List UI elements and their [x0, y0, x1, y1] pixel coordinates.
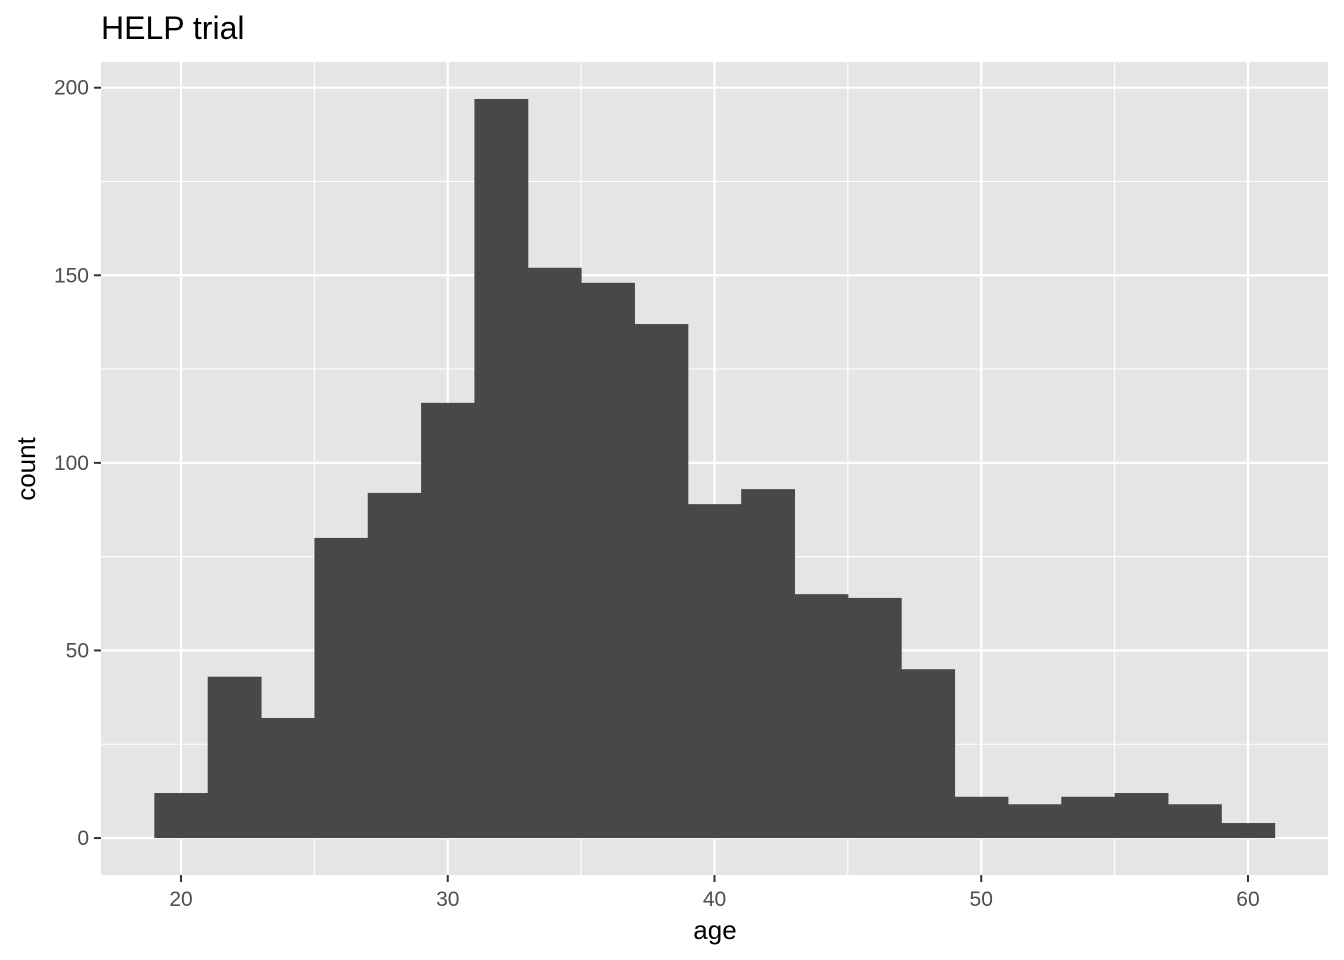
histogram-bar: [1114, 793, 1169, 839]
y-tick-label: 200: [54, 77, 89, 100]
x-tick-label: 50: [970, 888, 993, 911]
histogram-bar: [741, 489, 796, 839]
histogram-bar: [1221, 823, 1276, 839]
x-tick-label: 30: [436, 888, 459, 911]
x-tick-label: 60: [1236, 888, 1259, 911]
histogram-bar: [1167, 804, 1222, 839]
histogram-bar: [954, 796, 1009, 839]
histogram-bar: [1061, 796, 1116, 839]
histogram-bar: [901, 669, 956, 839]
x-axis: 20 30 40 50 60: [169, 875, 1260, 911]
histogram-bar: [634, 324, 689, 839]
histogram-bar: [581, 282, 635, 839]
y-axis: 0 50 100 150 200: [54, 77, 101, 850]
histogram-bar: [1007, 804, 1062, 839]
y-tick-label: 100: [54, 452, 89, 475]
histogram-bar: [207, 676, 262, 839]
histogram-bars: [154, 98, 1276, 839]
y-axis-title: count: [11, 436, 41, 500]
histogram-bar: [367, 492, 422, 839]
histogram-bar: [474, 98, 529, 839]
chart-title: HELP trial: [101, 10, 244, 46]
histogram-bar: [847, 597, 902, 839]
x-tick-label: 20: [169, 888, 192, 911]
histogram-bar: [794, 594, 849, 839]
histogram-bar: [314, 537, 369, 839]
x-axis-title: age: [693, 915, 736, 945]
y-tick-label: 150: [54, 264, 89, 287]
y-tick-label: 50: [66, 639, 89, 662]
x-tick-label: 40: [703, 888, 726, 911]
histogram-bar: [154, 793, 209, 839]
y-tick-label: 0: [77, 827, 89, 850]
histogram-bar: [261, 717, 315, 839]
histogram-bar: [527, 267, 582, 839]
histogram-bar: [687, 504, 742, 839]
histogram-bar: [421, 402, 475, 839]
